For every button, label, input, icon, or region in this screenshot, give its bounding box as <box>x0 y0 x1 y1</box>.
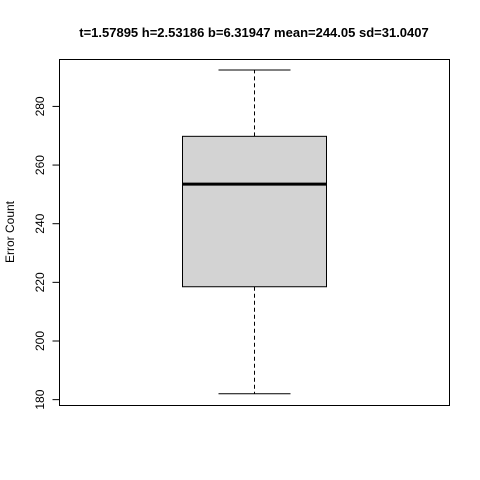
y-tick-label-180: 180 <box>33 389 47 409</box>
y-tick-label-260: 260 <box>33 155 47 175</box>
iqr-box <box>182 135 327 288</box>
chart-title: t=1.57895 h=2.53186 b=6.31947 mean=244.0… <box>79 25 428 40</box>
y-tick-label-240: 240 <box>33 213 47 233</box>
y-ticks: 180 200 220 240 260 280 <box>33 96 60 410</box>
y-tick-label-280: 280 <box>33 96 47 116</box>
y-axis-label: Error Count <box>3 200 17 263</box>
boxplot <box>182 69 327 395</box>
y-tick-label-220: 220 <box>33 272 47 292</box>
y-tick-label-200: 200 <box>33 331 47 351</box>
